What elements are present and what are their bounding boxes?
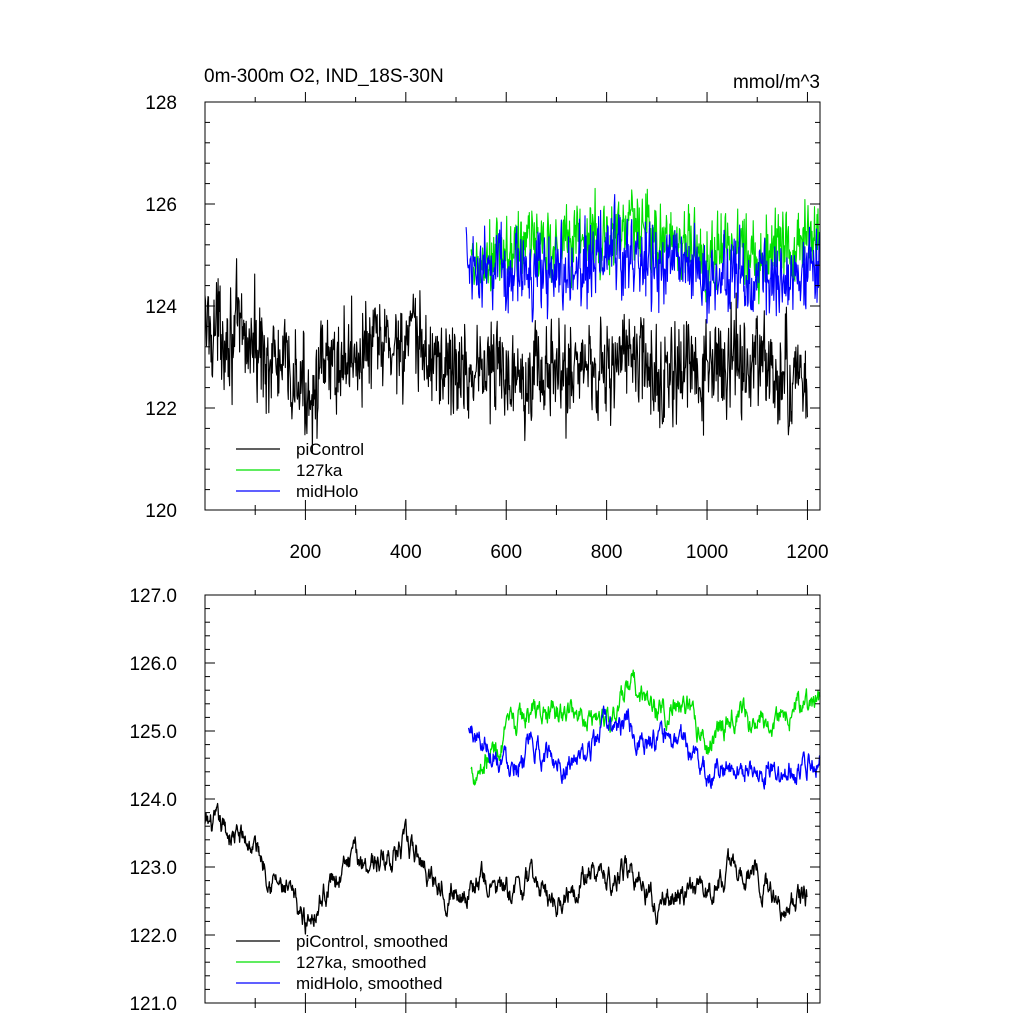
series-line-127ka-smoothed (470, 669, 821, 786)
y-tick-label: 120 (145, 501, 177, 522)
y-tick-label: 125.0 (129, 722, 177, 743)
y-tick-label: 126.0 (129, 654, 177, 675)
legend-label-picontrol: piControl (296, 440, 364, 459)
bottom-legend: piControl, smoothed 127ka, smoothed midH… (236, 932, 448, 993)
x-tick-label: 400 (390, 542, 422, 563)
series-line-picontrol-smoothed (204, 802, 808, 935)
top-chart-units: mmol/m^3 (733, 72, 820, 93)
top-legend: piControl 127ka midHolo (236, 440, 364, 501)
legend-label-127ka: 127ka (296, 461, 343, 480)
bottom-plot-frame (204, 594, 821, 1004)
top-plot-frame (204, 101, 821, 511)
bottom-plot-lines (204, 669, 821, 935)
y-tick-label: 124 (145, 297, 177, 318)
top-x-tick-labels: 200 400 600 800 1000 1200 (290, 542, 829, 563)
x-tick-label: 800 (591, 542, 623, 563)
series-line-midholo-smoothed (467, 705, 821, 790)
top-axis-ticks (205, 92, 820, 520)
y-tick-label: 122 (145, 399, 177, 420)
x-tick-label: 200 (290, 542, 322, 563)
top-panel: 0m-300m O2, IND_18S-30N mmol/m^3 1201221… (145, 66, 828, 563)
y-tick-label: 124.0 (129, 790, 177, 811)
bottom-y-tick-labels: 121.0 122.0 123.0 124.0 125.0 126.0 127.0 (129, 586, 177, 1015)
y-tick-label: 128 (145, 93, 177, 114)
top-plot-lines (204, 187, 821, 455)
legend-label-midholo-smoothed: midHolo, smoothed (296, 974, 442, 993)
series-line-midholo (465, 194, 821, 324)
x-tick-label: 1000 (686, 542, 728, 563)
legend-label-midholo: midHolo (296, 482, 358, 501)
legend-label-127ka-smoothed: 127ka, smoothed (296, 953, 426, 972)
y-tick-label: 126 (145, 195, 177, 216)
y-tick-label: 127.0 (129, 586, 177, 607)
y-tick-label: 121.0 (129, 994, 177, 1015)
y-tick-label: 123.0 (129, 858, 177, 879)
x-tick-label: 600 (490, 542, 522, 563)
series-line-picontrol (204, 258, 808, 455)
y-tick-label: 122.0 (129, 926, 177, 947)
top-chart-title: 0m-300m O2, IND_18S-30N (204, 66, 444, 87)
legend-label-picontrol-smoothed: piControl, smoothed (296, 932, 448, 951)
bottom-panel: 121.0 122.0 123.0 124.0 125.0 126.0 127.0 piCo… (129, 585, 821, 1015)
x-tick-label: 1200 (786, 542, 828, 563)
top-y-tick-labels: 120 122 124 126 128 (145, 93, 177, 522)
